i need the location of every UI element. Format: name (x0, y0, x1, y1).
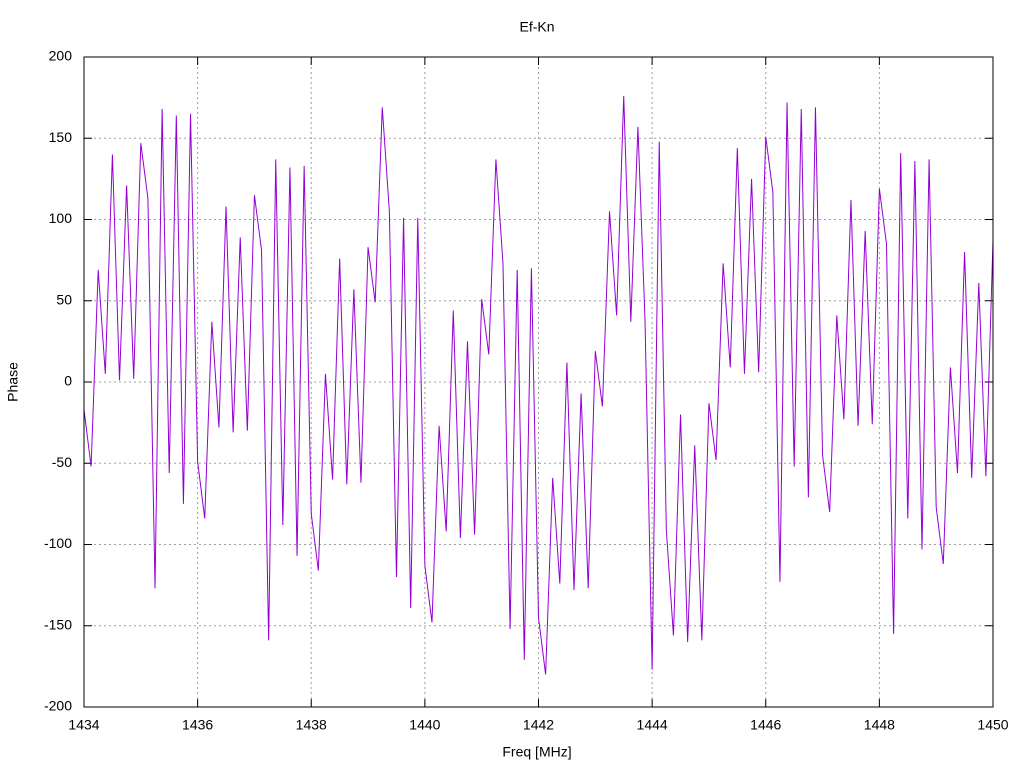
x-tick-label: 1444 (637, 717, 668, 733)
y-tick-label: -200 (44, 698, 72, 714)
chart-title: Ef-Kn (519, 19, 554, 35)
y-tick-label: -50 (52, 454, 72, 470)
x-axis-label: Freq [MHz] (502, 744, 571, 760)
plot-border (83, 56, 994, 708)
x-tick-label: 1450 (977, 717, 1008, 733)
y-tick-label: 0 (64, 373, 72, 389)
data-line (83, 95, 994, 675)
x-tick-label: 1436 (182, 717, 213, 733)
y-tick-label: 150 (49, 129, 73, 145)
y-tick-label: 100 (49, 210, 73, 226)
x-tick-label: 1442 (523, 717, 554, 733)
y-tick-label: 50 (56, 291, 72, 307)
x-tick-label: 1434 (68, 717, 99, 733)
x-tick-label: 1448 (864, 717, 895, 733)
x-tick-label: 1438 (296, 717, 327, 733)
y-tick-label: -100 (44, 535, 72, 551)
x-tick-label: 1446 (750, 717, 781, 733)
y-axis-label: Phase (5, 362, 21, 402)
y-tick-label: 200 (49, 48, 73, 64)
x-tick-label: 1440 (409, 717, 440, 733)
y-tick-label: -150 (44, 616, 72, 632)
